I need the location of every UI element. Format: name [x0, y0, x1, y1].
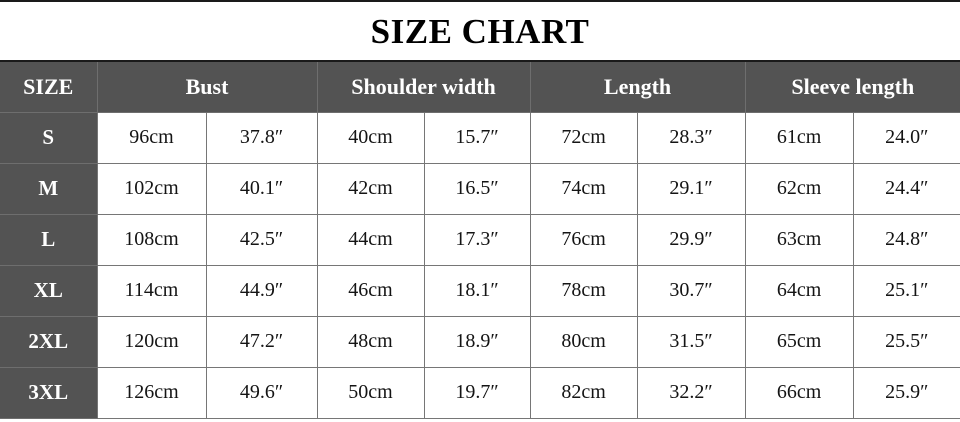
cell-bust-in: 47.2″	[206, 316, 318, 368]
table-row: S 96cm 37.8″ 40cm 15.7″ 72cm 28.3″ 61cm …	[0, 112, 960, 164]
cell-length-in: 32.2″	[637, 367, 746, 419]
cell-size: 3XL	[0, 367, 97, 419]
table-row: M 102cm 40.1″ 42cm 16.5″ 74cm 29.1″ 62cm…	[0, 163, 960, 215]
cell-length-cm: 74cm	[530, 163, 638, 215]
cell-length-in: 29.9″	[637, 214, 746, 266]
cell-sleeve-cm: 62cm	[745, 163, 854, 215]
cell-sleeve-cm: 61cm	[745, 112, 854, 164]
cell-shoulder-in: 18.9″	[424, 316, 531, 368]
column-header-bust: Bust	[97, 62, 318, 113]
cell-bust-cm: 126cm	[96, 367, 207, 419]
cell-bust-cm: 114cm	[96, 265, 207, 317]
size-chart-table: SIZE Bust Shoulder width Length Sleeve l…	[0, 62, 960, 419]
cell-shoulder-cm: 46cm	[317, 265, 425, 317]
cell-length-cm: 80cm	[530, 316, 638, 368]
cell-length-cm: 82cm	[530, 367, 638, 419]
cell-shoulder-cm: 40cm	[317, 112, 425, 164]
cell-shoulder-in: 15.7″	[424, 112, 531, 164]
cell-bust-in: 44.9″	[206, 265, 318, 317]
table-row: 2XL 120cm 47.2″ 48cm 18.9″ 80cm 31.5″ 65…	[0, 316, 960, 368]
chart-title-row: SIZE CHART	[0, 0, 960, 62]
table-row: 3XL 126cm 49.6″ 50cm 19.7″ 82cm 32.2″ 66…	[0, 367, 960, 419]
cell-sleeve-in: 24.4″	[853, 163, 960, 215]
cell-sleeve-cm: 65cm	[745, 316, 854, 368]
cell-shoulder-in: 16.5″	[424, 163, 531, 215]
cell-size: XL	[0, 265, 97, 317]
cell-length-in: 29.1″	[637, 163, 746, 215]
table-body: S 96cm 37.8″ 40cm 15.7″ 72cm 28.3″ 61cm …	[0, 112, 960, 419]
cell-length-cm: 78cm	[530, 265, 638, 317]
cell-shoulder-cm: 44cm	[317, 214, 425, 266]
table-row: L 108cm 42.5″ 44cm 17.3″ 76cm 29.9″ 63cm…	[0, 214, 960, 266]
table-row: XL 114cm 44.9″ 46cm 18.1″ 78cm 30.7″ 64c…	[0, 265, 960, 317]
cell-shoulder-in: 19.7″	[424, 367, 531, 419]
column-header-sleeve-length: Sleeve length	[745, 62, 960, 113]
cell-bust-cm: 120cm	[96, 316, 207, 368]
cell-bust-in: 42.5″	[206, 214, 318, 266]
column-header-size: SIZE	[0, 62, 98, 113]
cell-size: 2XL	[0, 316, 97, 368]
cell-size: S	[0, 112, 97, 164]
cell-shoulder-in: 18.1″	[424, 265, 531, 317]
column-header-shoulder-width: Shoulder width	[317, 62, 531, 113]
cell-sleeve-cm: 63cm	[745, 214, 854, 266]
cell-bust-in: 40.1″	[206, 163, 318, 215]
page-title: SIZE CHART	[370, 11, 590, 51]
cell-length-in: 28.3″	[637, 112, 746, 164]
cell-shoulder-in: 17.3″	[424, 214, 531, 266]
cell-bust-in: 49.6″	[206, 367, 318, 419]
cell-length-cm: 76cm	[530, 214, 638, 266]
cell-bust-cm: 96cm	[96, 112, 207, 164]
cell-size: L	[0, 214, 97, 266]
cell-bust-cm: 102cm	[96, 163, 207, 215]
table-header-row: SIZE Bust Shoulder width Length Sleeve l…	[0, 62, 960, 113]
cell-sleeve-in: 25.1″	[853, 265, 960, 317]
cell-length-cm: 72cm	[530, 112, 638, 164]
cell-shoulder-cm: 48cm	[317, 316, 425, 368]
cell-sleeve-cm: 66cm	[745, 367, 854, 419]
cell-size: M	[0, 163, 97, 215]
cell-length-in: 30.7″	[637, 265, 746, 317]
cell-sleeve-in: 24.0″	[853, 112, 960, 164]
cell-shoulder-cm: 50cm	[317, 367, 425, 419]
cell-sleeve-in: 25.9″	[853, 367, 960, 419]
cell-sleeve-cm: 64cm	[745, 265, 854, 317]
cell-sleeve-in: 24.8″	[853, 214, 960, 266]
cell-shoulder-cm: 42cm	[317, 163, 425, 215]
column-header-length: Length	[530, 62, 746, 113]
cell-sleeve-in: 25.5″	[853, 316, 960, 368]
cell-bust-in: 37.8″	[206, 112, 318, 164]
cell-length-in: 31.5″	[637, 316, 746, 368]
cell-bust-cm: 108cm	[96, 214, 207, 266]
